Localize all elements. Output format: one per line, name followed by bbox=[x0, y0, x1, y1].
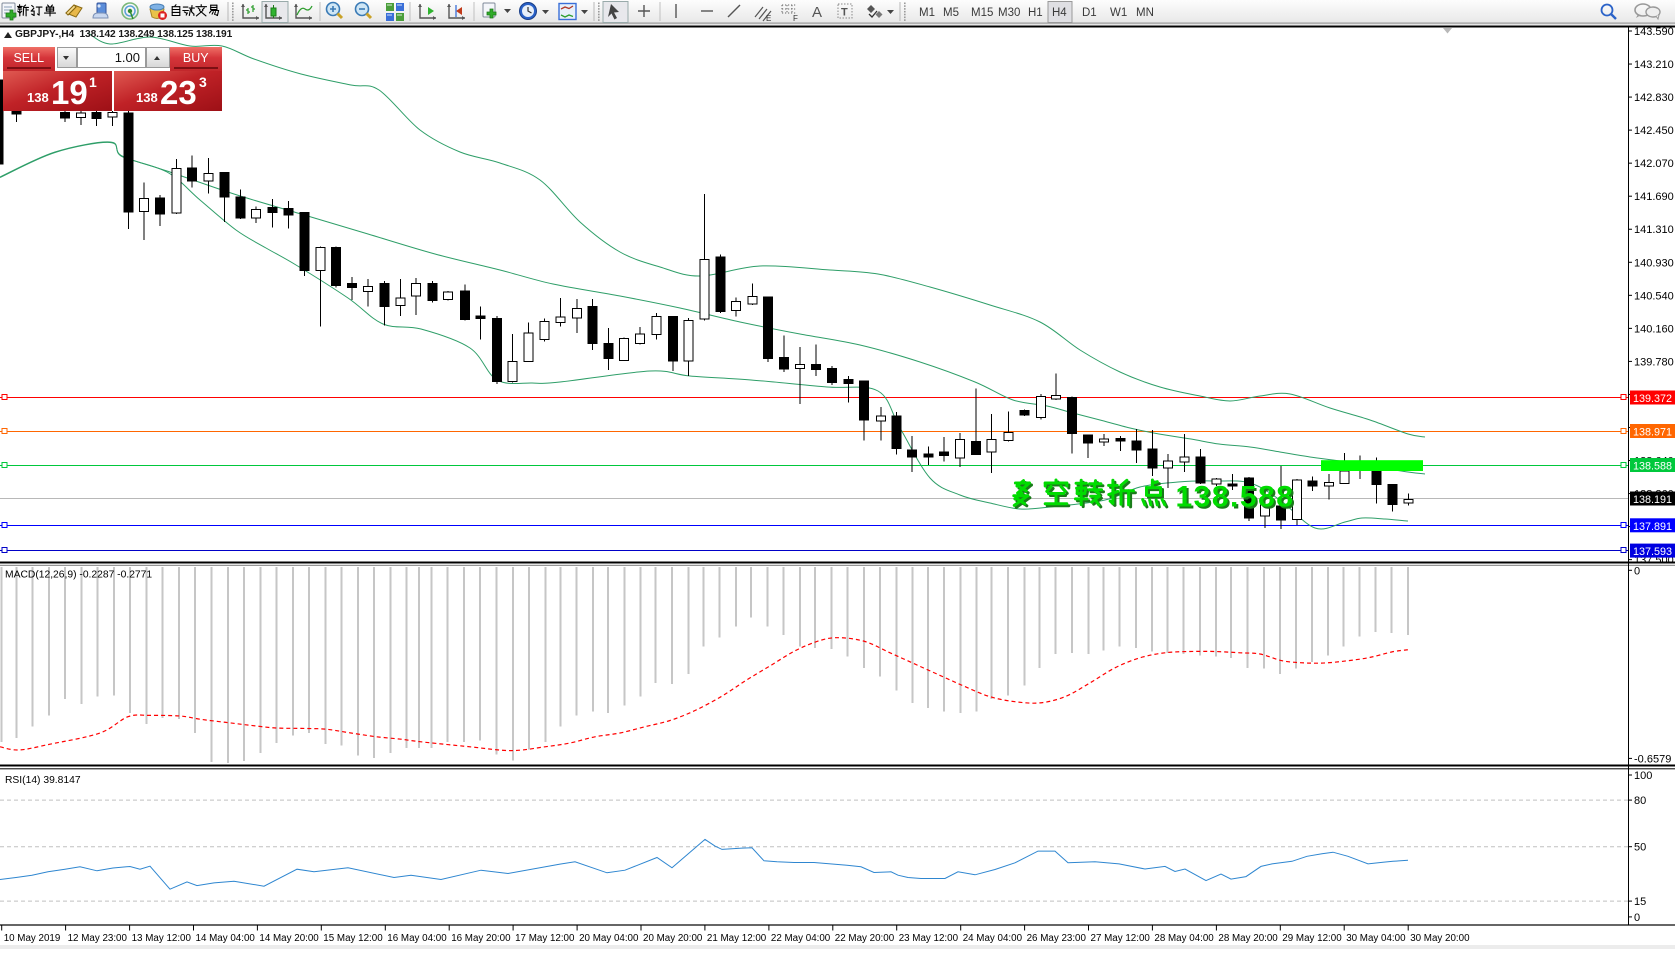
svg-text:23 May 12:00: 23 May 12:00 bbox=[899, 933, 959, 944]
svg-text:M30: M30 bbox=[998, 7, 1020, 19]
svg-text:138.588: 138.588 bbox=[1176, 481, 1295, 514]
svg-text:M15: M15 bbox=[971, 7, 993, 19]
svg-text:140.540: 140.540 bbox=[1634, 290, 1674, 302]
svg-text:29 May 12:00: 29 May 12:00 bbox=[1282, 933, 1342, 944]
svg-text:20 May 20:00: 20 May 20:00 bbox=[643, 933, 703, 944]
svg-text:21 May 12:00: 21 May 12:00 bbox=[707, 933, 767, 944]
svg-text:W1: W1 bbox=[1110, 7, 1127, 19]
svg-text:14 May 04:00: 14 May 04:00 bbox=[196, 933, 256, 944]
svg-text:24 May 04:00: 24 May 04:00 bbox=[963, 933, 1023, 944]
svg-text:137.500: 137.500 bbox=[1634, 555, 1674, 567]
svg-text:17 May 12:00: 17 May 12:00 bbox=[515, 933, 575, 944]
svg-text:-0.6579: -0.6579 bbox=[1634, 753, 1671, 765]
svg-text:141.310: 141.310 bbox=[1634, 224, 1674, 236]
svg-text:16 May 04:00: 16 May 04:00 bbox=[387, 933, 447, 944]
svg-text:0: 0 bbox=[1634, 912, 1640, 924]
svg-text:50: 50 bbox=[1634, 842, 1646, 854]
svg-text:10 May 2019: 10 May 2019 bbox=[4, 933, 61, 944]
svg-text:28 May 20:00: 28 May 20:00 bbox=[1218, 933, 1278, 944]
svg-text:MACD(12,26,9) -0.2287 -0.2771: MACD(12,26,9) -0.2287 -0.2771 bbox=[5, 570, 152, 581]
svg-text:139.372: 139.372 bbox=[1633, 393, 1672, 405]
svg-text:D1: D1 bbox=[1082, 7, 1097, 19]
svg-text:MN: MN bbox=[1136, 7, 1154, 19]
svg-text:20 May 04:00: 20 May 04:00 bbox=[579, 933, 639, 944]
svg-text:22 May 04:00: 22 May 04:00 bbox=[771, 933, 831, 944]
svg-text:138.191: 138.191 bbox=[1633, 494, 1672, 506]
svg-text:E: E bbox=[766, 14, 771, 23]
svg-text:142.450: 142.450 bbox=[1634, 125, 1674, 137]
svg-text:0: 0 bbox=[1634, 565, 1640, 577]
svg-text:141.690: 141.690 bbox=[1634, 191, 1674, 203]
svg-text:H1: H1 bbox=[1028, 7, 1043, 19]
svg-text:H4: H4 bbox=[1052, 7, 1067, 19]
svg-text:143.210: 143.210 bbox=[1634, 59, 1674, 71]
svg-text:15: 15 bbox=[1634, 896, 1646, 908]
svg-text:12 May 23:00: 12 May 23:00 bbox=[68, 933, 128, 944]
svg-text:142.070: 142.070 bbox=[1634, 158, 1674, 170]
svg-text:F: F bbox=[793, 14, 798, 23]
svg-text:142.830: 142.830 bbox=[1634, 92, 1674, 104]
svg-text:28 May 04:00: 28 May 04:00 bbox=[1154, 933, 1214, 944]
svg-text:A: A bbox=[812, 4, 822, 21]
svg-text:100: 100 bbox=[1634, 770, 1652, 782]
svg-text:30 May 20:00: 30 May 20:00 bbox=[1410, 933, 1470, 944]
svg-text:143.590: 143.590 bbox=[1634, 26, 1674, 38]
svg-text:22 May 20:00: 22 May 20:00 bbox=[835, 933, 895, 944]
svg-text:26 May 23:00: 26 May 23:00 bbox=[1027, 933, 1087, 944]
svg-text:137.891: 137.891 bbox=[1633, 521, 1672, 533]
svg-text:14 May 20:00: 14 May 20:00 bbox=[259, 933, 319, 944]
svg-text:138.588: 138.588 bbox=[1633, 461, 1672, 473]
svg-text:138.588: 138.588 bbox=[1178, 483, 1297, 516]
svg-text:27 May 12:00: 27 May 12:00 bbox=[1091, 933, 1151, 944]
svg-text:13 May 12:00: 13 May 12:00 bbox=[132, 933, 192, 944]
svg-text:M5: M5 bbox=[943, 7, 959, 19]
svg-text:30 May 04:00: 30 May 04:00 bbox=[1346, 933, 1406, 944]
svg-text:M1: M1 bbox=[919, 7, 935, 19]
svg-text:140.160: 140.160 bbox=[1634, 323, 1674, 335]
svg-text:T: T bbox=[841, 7, 848, 19]
svg-text:15 May 12:00: 15 May 12:00 bbox=[323, 933, 383, 944]
svg-text:RSI(14) 39.8147: RSI(14) 39.8147 bbox=[5, 775, 81, 786]
svg-text:139.780: 139.780 bbox=[1634, 356, 1674, 368]
svg-text:140.930: 140.930 bbox=[1634, 257, 1674, 269]
svg-text:16 May 20:00: 16 May 20:00 bbox=[451, 933, 511, 944]
svg-text:137.593: 137.593 bbox=[1633, 546, 1672, 558]
svg-text:80: 80 bbox=[1634, 795, 1646, 807]
svg-text:138.971: 138.971 bbox=[1633, 427, 1672, 439]
